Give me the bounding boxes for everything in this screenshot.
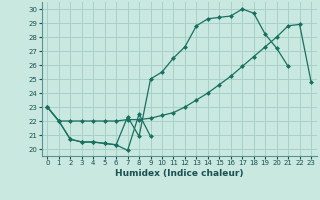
X-axis label: Humidex (Indice chaleur): Humidex (Indice chaleur)	[115, 169, 244, 178]
